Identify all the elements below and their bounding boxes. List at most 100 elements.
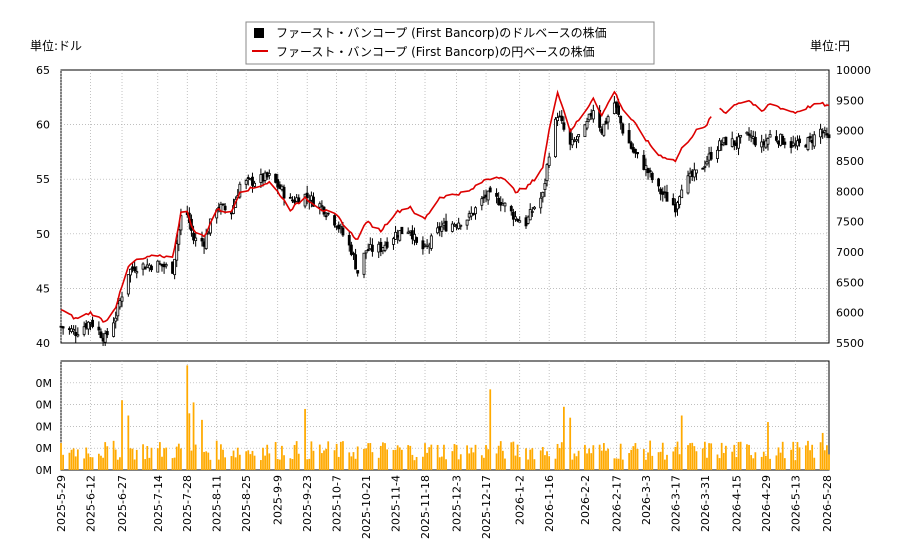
jpy-price-line (60, 89, 830, 323)
volume-bar (369, 443, 372, 470)
volume-bar (762, 451, 765, 470)
volume-bar (518, 457, 521, 470)
candle-body (692, 169, 696, 178)
volume-tick-label: 0M (36, 442, 53, 455)
volume-tick-label: 0M (36, 420, 53, 433)
candle-body (91, 319, 94, 327)
candlestick-series (59, 96, 831, 347)
x-tick-label: 2025-6-27 (116, 475, 129, 532)
volume-bar (68, 452, 71, 470)
price-axis-right: 5500 6000 6500 7000 7500 8000 8500 9000 9500 1000… (836, 64, 871, 350)
volume-bar (516, 444, 519, 470)
candle-body (629, 142, 633, 149)
volume-bar (333, 450, 336, 470)
volume-bar (392, 450, 395, 470)
volume-bar (783, 458, 786, 470)
volume-bar (121, 400, 123, 470)
candle-body (791, 142, 795, 146)
candle-body (120, 296, 124, 302)
volume-bar (310, 441, 313, 470)
volume-bar (135, 449, 138, 470)
volume-bar (382, 442, 384, 470)
volume-bar (607, 448, 609, 470)
volume-bar (466, 445, 468, 470)
x-tick-label: 2026-3-31 (699, 475, 712, 532)
volume-bar (739, 441, 742, 470)
volume-bar (504, 458, 506, 470)
volume-bar (544, 455, 546, 470)
volume-bar (600, 450, 603, 470)
candle-body (503, 202, 507, 207)
x-tick-label: 2026-1-2 (514, 475, 527, 525)
volume-bar (474, 444, 477, 470)
candle-body (796, 140, 799, 147)
candle-body (97, 326, 101, 331)
volume-bar (188, 413, 191, 470)
volume-bar (321, 453, 323, 470)
candle-body (398, 230, 402, 241)
candle-body (135, 271, 139, 274)
x-tick-label: 2025-10-21 (360, 475, 373, 539)
candle-body (547, 156, 551, 166)
volume-bar (735, 457, 738, 470)
candle-body (341, 227, 345, 236)
volume-bar (327, 441, 330, 470)
volume-bar (483, 457, 485, 470)
volume-bar (363, 448, 365, 470)
y-left-tick-label: 65 (36, 64, 50, 77)
date-axis: 2025-5-29 2025-6-12 2025-6-27 2025-7-14 2025… (55, 475, 834, 539)
volume-bar (584, 444, 586, 470)
volume-bar (470, 447, 473, 470)
volume-bar (201, 419, 203, 470)
candle-body (143, 266, 147, 270)
volume-bar (203, 451, 205, 470)
volume-bar (422, 456, 424, 470)
volume-bar (276, 458, 279, 470)
x-tick-label: 2025-11-4 (390, 475, 403, 532)
volume-bar (234, 457, 237, 470)
x-tick-label: 2025-7-28 (181, 475, 194, 532)
volume-bar (760, 456, 763, 470)
volume-bar (209, 459, 212, 470)
volume-bar (83, 458, 86, 470)
candle-body (560, 115, 564, 122)
candle-body (175, 243, 179, 261)
volume-bar (556, 443, 559, 470)
volume-series (60, 365, 830, 470)
y-right-tick-label: 6500 (836, 276, 864, 289)
candle-body (320, 205, 324, 207)
volume-bar (297, 453, 300, 470)
x-tick-label: 2025-10-7 (331, 475, 344, 532)
volume-bar (647, 452, 649, 470)
candle-body (74, 331, 78, 337)
candle-body (724, 136, 728, 146)
candle-body (812, 134, 816, 147)
candle-body (164, 264, 168, 267)
candle-body (718, 140, 722, 151)
candle-body (192, 232, 195, 241)
volume-bar (737, 442, 740, 470)
candle-body (676, 202, 679, 210)
volume-bar (253, 455, 256, 470)
y-left-tick-label: 50 (36, 228, 50, 241)
y-right-tick-label: 5500 (836, 337, 864, 350)
volume-bar (127, 415, 130, 470)
volume-bar (750, 455, 753, 470)
volume-bar (792, 441, 795, 470)
candle-body (545, 164, 549, 182)
volume-bar (379, 445, 382, 470)
volume-bar (527, 459, 529, 470)
volume-bar (823, 450, 826, 470)
volume-bar (262, 447, 264, 470)
volume-bar (605, 450, 607, 470)
candle-body (133, 266, 137, 272)
candle-body (362, 252, 366, 275)
volume-bar (295, 441, 298, 470)
volume-bar (116, 459, 119, 470)
volume-bar (445, 459, 447, 470)
candle-body (206, 232, 210, 235)
volume-bar (85, 447, 88, 470)
y-right-tick-label: 7500 (836, 216, 864, 229)
candle-body (486, 190, 490, 201)
candle-body (753, 137, 757, 146)
